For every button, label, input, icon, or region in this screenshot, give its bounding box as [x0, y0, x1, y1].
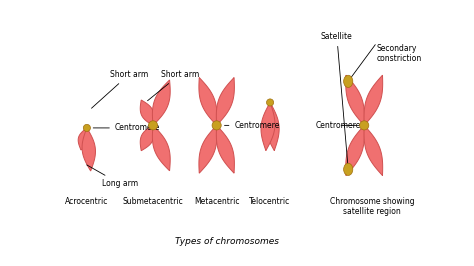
Polygon shape: [82, 128, 95, 171]
Text: Short arm: Short arm: [147, 70, 199, 101]
Polygon shape: [153, 125, 170, 171]
Ellipse shape: [344, 75, 353, 88]
Text: Secondary
constriction: Secondary constriction: [377, 44, 422, 63]
Polygon shape: [261, 102, 275, 151]
Polygon shape: [216, 78, 234, 125]
Circle shape: [212, 121, 221, 130]
Text: Centromere: Centromere: [316, 121, 361, 130]
Text: Acrocentric: Acrocentric: [65, 197, 109, 206]
Circle shape: [83, 124, 91, 131]
Text: Types of chromosomes: Types of chromosomes: [175, 237, 279, 246]
Polygon shape: [346, 125, 365, 176]
Text: Telocentric: Telocentric: [249, 197, 291, 206]
Polygon shape: [140, 125, 154, 151]
Text: Centromere: Centromere: [225, 121, 280, 130]
Text: Centromere: Centromere: [93, 123, 160, 132]
Polygon shape: [199, 78, 217, 125]
Text: Long arm: Long arm: [87, 165, 138, 188]
Polygon shape: [199, 125, 217, 173]
Ellipse shape: [344, 163, 353, 176]
Polygon shape: [140, 100, 154, 125]
Text: Submetacentric: Submetacentric: [123, 197, 183, 206]
Polygon shape: [153, 80, 170, 125]
Text: Metacentric: Metacentric: [194, 197, 239, 206]
Polygon shape: [364, 125, 383, 176]
Polygon shape: [346, 75, 365, 125]
Polygon shape: [364, 75, 383, 125]
Circle shape: [266, 99, 273, 106]
Text: Short arm: Short arm: [91, 70, 148, 108]
Text: Satellite: Satellite: [321, 32, 353, 167]
Circle shape: [360, 121, 369, 130]
Polygon shape: [78, 128, 90, 150]
Text: Chromosome showing
satellite region: Chromosome showing satellite region: [329, 197, 414, 216]
Circle shape: [148, 121, 158, 130]
Polygon shape: [216, 125, 234, 173]
Polygon shape: [265, 102, 279, 151]
